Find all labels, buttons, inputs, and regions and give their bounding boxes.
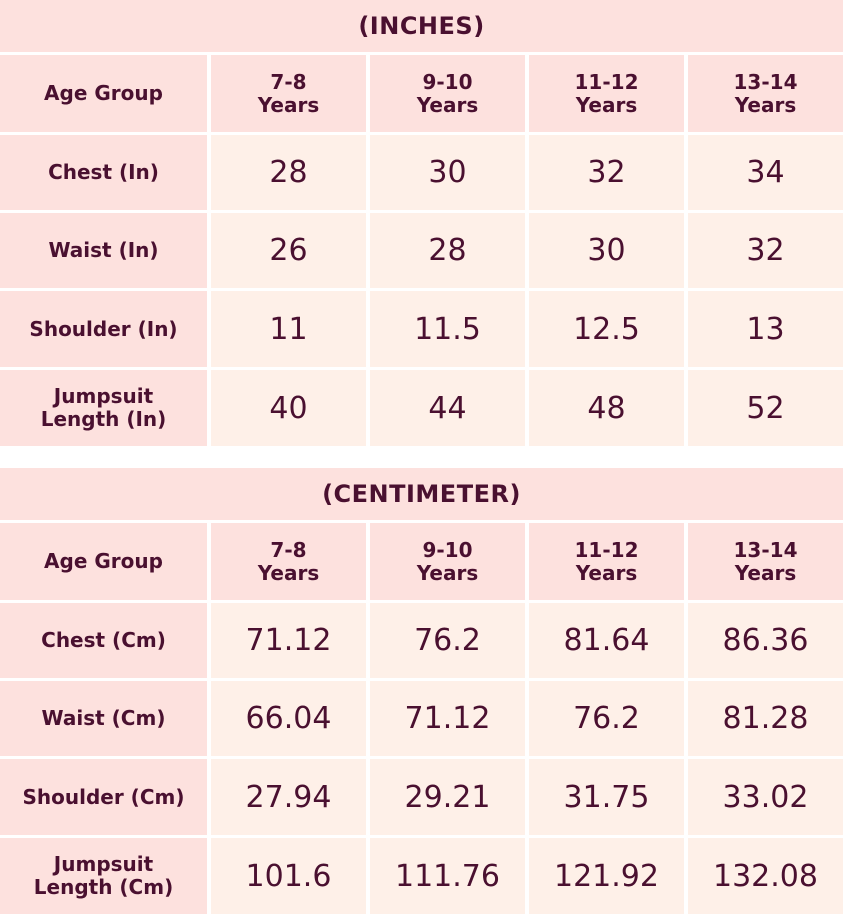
age-group-header: Age Group (0, 523, 207, 600)
table-cell: 32 (529, 135, 684, 210)
column-header: 11-12 Years (529, 55, 684, 132)
row-label: Waist (In) (0, 213, 207, 288)
table-cell: 81.64 (529, 603, 684, 678)
table-cell: 31.75 (529, 759, 684, 835)
column-header: 11-12 Years (529, 523, 684, 600)
table-cell: 30 (370, 135, 525, 210)
table-cell: 66.04 (211, 681, 366, 756)
age-group-header: Age Group (0, 55, 207, 132)
column-header: 9-10 Years (370, 523, 525, 600)
table-cell: 33.02 (688, 759, 843, 835)
table-cell: 132.08 (688, 838, 843, 914)
table-cell: 52 (688, 370, 843, 446)
table-cell: 28 (211, 135, 366, 210)
inches-size-table: (INCHES) Age Group 7-8 Years 9-10 Years … (0, 0, 843, 446)
table-cell: 76.2 (370, 603, 525, 678)
age-group-label: Age Group (44, 549, 163, 573)
table-cell: 40 (211, 370, 366, 446)
table-cell: 29.21 (370, 759, 525, 835)
column-header: 7-8 Years (211, 55, 366, 132)
table-cell: 26 (211, 213, 366, 288)
table-cell: 81.28 (688, 681, 843, 756)
table-cell: 30 (529, 213, 684, 288)
table-cell: 121.92 (529, 838, 684, 914)
table-cell: 111.76 (370, 838, 525, 914)
row-label: Waist (Cm) (0, 681, 207, 756)
table-cell: 44 (370, 370, 525, 446)
table-cell: 71.12 (370, 681, 525, 756)
age-group-label: Age Group (44, 81, 163, 105)
table-cell: 27.94 (211, 759, 366, 835)
row-label: Shoulder (In) (0, 291, 207, 367)
column-header: 13-14 Years (688, 55, 843, 132)
column-header: 7-8 Years (211, 523, 366, 600)
table-cell: 13 (688, 291, 843, 367)
table-cell: 11 (211, 291, 366, 367)
column-header: 13-14 Years (688, 523, 843, 600)
row-label: Jumpsuit Length (Cm) (0, 838, 207, 914)
table-title: (CENTIMETER) (0, 468, 843, 520)
table-cell: 48 (529, 370, 684, 446)
table-cell: 12.5 (529, 291, 684, 367)
row-label: Chest (Cm) (0, 603, 207, 678)
table-cell: 101.6 (211, 838, 366, 914)
centimeter-size-table: (CENTIMETER) Age Group 7-8 Years 9-10 Ye… (0, 468, 843, 914)
table-cell: 76.2 (529, 681, 684, 756)
column-header: 9-10 Years (370, 55, 525, 132)
table-cell: 28 (370, 213, 525, 288)
table-cell: 86.36 (688, 603, 843, 678)
table-cell: 32 (688, 213, 843, 288)
table-cell: 71.12 (211, 603, 366, 678)
table-cell: 11.5 (370, 291, 525, 367)
table-cell: 34 (688, 135, 843, 210)
row-label: Chest (In) (0, 135, 207, 210)
table-title: (INCHES) (0, 0, 843, 52)
row-label: Jumpsuit Length (In) (0, 370, 207, 446)
row-label: Shoulder (Cm) (0, 759, 207, 835)
